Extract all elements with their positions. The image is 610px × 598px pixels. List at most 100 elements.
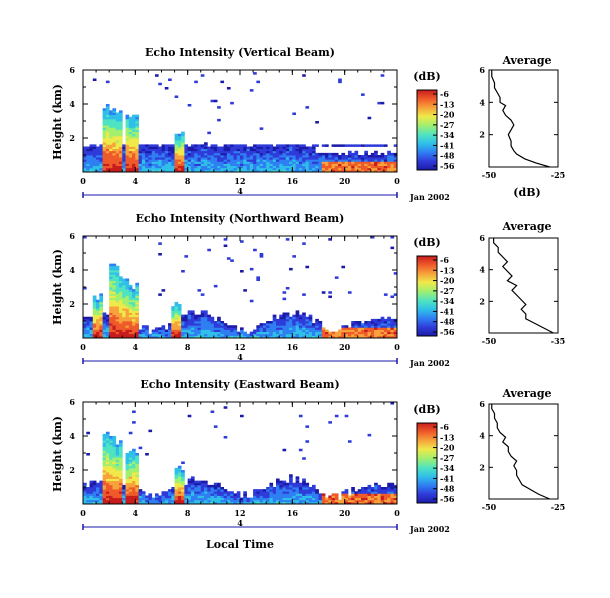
heatmap-cell (213, 335, 218, 339)
heatmap-cell (197, 161, 202, 164)
heatmap-cell (135, 133, 139, 137)
heatmap-cell (96, 482, 100, 486)
heatmap-cell (86, 167, 90, 171)
heatmap-cell (266, 167, 270, 171)
heatmap-cell (128, 487, 133, 490)
heatmap-cell (177, 312, 182, 316)
heatmap-cell (115, 467, 120, 471)
heatmap-cell (311, 499, 316, 503)
heatmap-cell (151, 499, 156, 503)
heatmap-cell (279, 150, 283, 154)
heatmap-cell (135, 118, 139, 122)
heatmap-cell (318, 157, 323, 160)
colorbar-gradient (416, 255, 438, 337)
heatmap-cell (105, 474, 110, 477)
heatmap-cell (86, 431, 90, 435)
heatmap-cell (275, 493, 280, 496)
heatmap-cell (141, 167, 146, 171)
heatmap-cell (377, 321, 382, 324)
heatmap-cell (266, 155, 270, 158)
heatmap-cell (223, 501, 228, 505)
heatmap-cell (190, 489, 195, 492)
heatmap-cell (259, 335, 264, 339)
heatmap-cell (128, 135, 133, 139)
heatmap-cell (266, 161, 270, 164)
heatmap-cell (200, 327, 205, 330)
heatmap-cell (168, 146, 172, 150)
heatmap-cell (305, 493, 310, 496)
heatmap-cell (285, 329, 290, 333)
heatmap-cell (338, 329, 342, 333)
heatmap-cell (266, 144, 270, 147)
heatmap-cell (390, 329, 395, 333)
heatmap-cell (302, 318, 306, 322)
heatmap-cell (190, 495, 195, 499)
heatmap-cell (311, 152, 316, 156)
heatmap-cell (132, 323, 136, 326)
heatmap-cell (181, 480, 185, 484)
heatmap-cell (377, 318, 382, 322)
heatmap-cell (158, 335, 162, 339)
heatmap-cell (204, 329, 208, 333)
heatmap-cell (118, 123, 123, 126)
heatmap-cell (295, 335, 300, 339)
heatmap-cell (200, 491, 205, 494)
heatmap-cell (200, 323, 205, 326)
heatmap-cell (298, 333, 303, 337)
colorbar: -6-13-20-27-34-41-48-56 (416, 422, 455, 504)
heatmap-cell (125, 297, 130, 301)
average-x-tick-label: -50 (482, 502, 497, 512)
heatmap-cell (115, 314, 120, 318)
heatmap-cell (92, 150, 97, 154)
heatmap-cell (217, 152, 221, 156)
heatmap-cell (243, 159, 247, 162)
heatmap-cell (105, 484, 110, 488)
heatmap-cell (338, 167, 342, 171)
heatmap-cell (174, 138, 179, 141)
heatmap-cell (204, 316, 208, 320)
average-x-tick-label: -25 (551, 170, 565, 180)
heatmap-cell (275, 167, 280, 171)
heatmap-cell (253, 333, 257, 337)
heatmap-cell (285, 148, 290, 152)
heatmap-cell (92, 482, 97, 486)
heatmap-cell (105, 142, 110, 145)
heatmap-cell (187, 491, 192, 494)
heatmap-cell (102, 142, 107, 145)
heatmap-cell (161, 335, 166, 339)
heatmap-cell (132, 142, 136, 145)
heatmap-cell (217, 155, 221, 158)
heatmap-cell (168, 327, 172, 330)
heatmap-cell (83, 491, 87, 494)
heatmap-cell (266, 489, 270, 492)
heatmap-cell (135, 497, 139, 501)
heatmap-cell (377, 163, 382, 167)
heatmap-cell (207, 495, 211, 499)
heatmap-cell (325, 157, 329, 160)
heatmap-cell (344, 163, 349, 167)
heatmap-cell (334, 276, 339, 279)
heatmap-cell (292, 327, 296, 330)
heatmap-cell (213, 325, 218, 328)
heatmap-cell (383, 321, 388, 324)
heatmap-cell (230, 163, 234, 167)
heatmap-cell (347, 144, 352, 147)
heatmap-cell (112, 276, 117, 279)
heatmap-cell (334, 497, 339, 501)
heatmap-cell (190, 150, 195, 154)
heatmap-cell (109, 165, 113, 169)
heatmap-cell (367, 163, 372, 167)
heatmap-cell (246, 150, 251, 154)
heatmap-cell (112, 327, 117, 330)
heatmap-cell (269, 148, 274, 152)
heatmap-cell (112, 267, 117, 271)
heatmap-cell (380, 161, 385, 164)
heatmap-cell (96, 304, 100, 307)
heatmap-cell (393, 169, 398, 173)
heatmap-cell (135, 474, 139, 477)
heatmap-cell (122, 497, 126, 501)
heatmap-cell (118, 497, 123, 501)
heatmap-cell (279, 491, 283, 494)
heatmap-cell (377, 325, 382, 328)
heatmap-cell (141, 501, 146, 505)
